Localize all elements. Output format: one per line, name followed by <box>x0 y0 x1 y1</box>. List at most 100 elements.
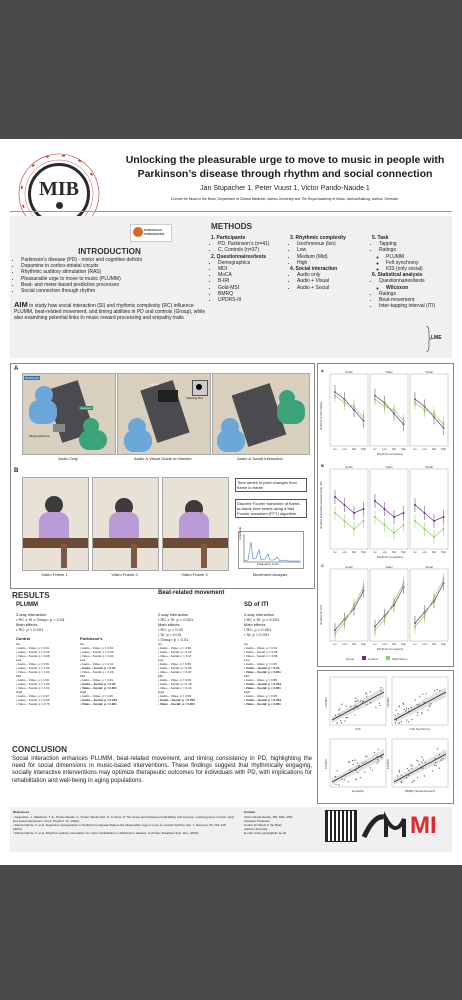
participant-body <box>124 430 152 452</box>
references-list: • Stupacher, J., Matthews, T. E., Pando-… <box>13 815 235 835</box>
scatter-point <box>402 702 404 705</box>
scatter-point <box>410 706 412 708</box>
chart-ylabel: Predicted SD of ITI <box>320 604 323 625</box>
scatter-point <box>334 776 336 778</box>
fft-plot: Frequency in Hz Amplitude <box>238 527 304 569</box>
methods-sublist: Wilcoxon <box>379 285 452 291</box>
scatter-point <box>334 775 337 777</box>
data-point <box>423 614 426 617</box>
affiliation: 1Center for Music in the Brain, Departme… <box>170 197 399 201</box>
scatter-point <box>362 762 364 764</box>
parkinson-logo-label: PARKINSON FORENINGEN <box>144 228 165 236</box>
scatter-point <box>405 776 408 779</box>
interaction-plots: A Predicted PLUMM Ratings Audio Iso Low Mid Hi… <box>320 368 449 661</box>
result-line: • Video – Social: p = 0.14 <box>158 686 192 690</box>
result-line: • Audio – Social: p < 0.001 <box>158 698 196 702</box>
data-point <box>423 409 426 411</box>
scatter-point <box>422 767 424 769</box>
intro-bullet: Parkinson’s disease (PD) - motor and cog… <box>21 257 204 263</box>
tick-label: Low <box>342 551 347 554</box>
legend-parkinson: Parkinson's <box>392 657 408 661</box>
result-line: • Audio – Video: p = 0.09 <box>158 678 191 682</box>
title-line-2: Parkinson’s disease through rhythm and s… <box>137 168 433 180</box>
scatter-point <box>408 710 410 712</box>
scatter-point <box>355 779 357 781</box>
chart-xlabel: Rhythmic Complexity <box>377 555 404 559</box>
scatter-point <box>354 706 356 709</box>
beat-list: Iso • Audio – Video: p = 0.99 • Audio – So… <box>158 642 238 706</box>
tick-label: Mid <box>432 643 437 646</box>
scatter-point <box>379 704 381 706</box>
scatter-point <box>356 762 358 764</box>
methods-subitem: Felt synchrony <box>386 260 452 266</box>
methods-item: C, Controls (n=37) <box>218 247 291 253</box>
scatter-point <box>417 760 419 762</box>
chart-facet-title: Social <box>425 465 433 469</box>
scatter-point <box>366 704 368 706</box>
methods-item: High <box>297 260 370 266</box>
participant-body <box>29 400 57 424</box>
scatter-point <box>371 769 373 771</box>
scatter-point <box>430 703 432 705</box>
chart-xlabel: Rhythmic Complexity <box>377 452 404 456</box>
scatter-point <box>353 708 355 710</box>
tick-label: High <box>401 643 407 646</box>
scatter-point <box>416 776 419 778</box>
scatter-point <box>377 748 379 750</box>
data-point <box>383 524 386 526</box>
result-subhead: Low <box>80 658 86 662</box>
result-line: • Video – Social: p < 0.001 <box>80 702 117 706</box>
methods-item: Questionnaires/tests <box>379 278 452 284</box>
result-line: • Video – Social: p < 0.001 <box>244 670 281 674</box>
contact-line: Assistant Professor <box>244 819 270 823</box>
data-point <box>393 532 395 534</box>
series-line <box>374 500 404 518</box>
scatter-point <box>365 761 367 763</box>
confidence-band <box>394 687 446 723</box>
tick-label: High <box>361 643 367 646</box>
result-line: • Video – Social: p = 1.00 <box>16 686 50 690</box>
result-line: • Video – Social: p = 1.00 <box>80 670 114 674</box>
scatter-point <box>438 754 441 756</box>
scatter-point <box>413 779 415 781</box>
result-subhead: Mid <box>158 674 163 678</box>
chart-ylabel: Predicted Beat-related Movement (Amp. Di… <box>320 481 323 529</box>
regression-line <box>393 753 447 783</box>
data-point <box>334 496 336 498</box>
assistant-body <box>277 400 305 424</box>
plumm-main-value: RC: p < 0.001 <box>18 627 44 632</box>
tick-label: Iso <box>373 643 377 646</box>
scatter-point <box>345 705 347 707</box>
chart-ylabel: Predicted PLUMM Ratings <box>320 401 323 430</box>
regression-ylabel: PLUMM <box>324 698 328 707</box>
result-line: • Audio – Video: p = 0.86 <box>244 678 277 682</box>
scatter-point <box>357 699 359 701</box>
tick-label: Mid <box>392 643 397 646</box>
data-point <box>383 405 386 408</box>
contact-line: Victor Pando-Naude, MD, MSc, PhD <box>244 815 293 819</box>
tick-label: Low <box>422 551 427 554</box>
regression-ylabel: PLUMM <box>386 760 390 769</box>
tick-label: Mid <box>392 448 397 451</box>
scatter-point <box>354 700 356 703</box>
scatter-point <box>407 708 409 710</box>
scatter-point <box>357 771 359 774</box>
scatter-point <box>440 759 442 761</box>
result-line: • Audio – Social: p = 0.02 <box>80 682 116 686</box>
scatter-point <box>406 774 408 776</box>
plumm-interaction: • RC x SI x Group: p = 0.04 <box>16 617 65 622</box>
data-point <box>334 512 336 514</box>
scatter-point <box>335 783 337 785</box>
methods-list: Isochronous (Iso)LowMedium (Mid)High <box>290 241 370 266</box>
result-subhead: High <box>244 690 251 694</box>
scatter-point <box>438 767 440 769</box>
lme-label: LME <box>431 335 442 341</box>
data-point <box>393 516 395 518</box>
scatter-point <box>435 762 437 764</box>
tick-label: Mid <box>392 551 397 554</box>
scatter-point <box>421 711 423 713</box>
tick-label: High <box>361 448 367 451</box>
scatter-point <box>336 722 338 724</box>
regression-box: IOS PLUMM Felt Synchrony PLUMM Empathy PLUMM B… <box>317 670 454 804</box>
methods-heading: METHODS <box>211 222 252 231</box>
